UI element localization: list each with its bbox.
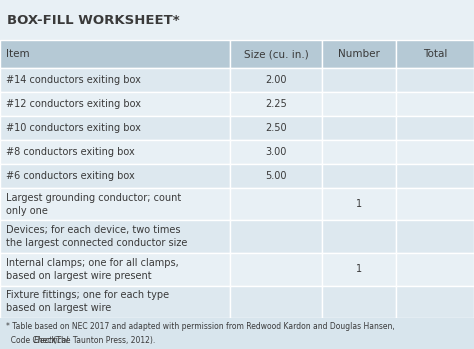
Bar [396,68,474,92]
Bar [322,116,396,140]
Text: 2.50: 2.50 [265,123,287,133]
Bar [396,140,474,164]
Bar [230,221,322,253]
Bar [0,253,230,285]
Bar [0,140,230,164]
Text: (The Taunton Press, 2012).: (The Taunton Press, 2012). [51,336,155,345]
Bar [396,188,474,221]
Bar [230,285,322,318]
Text: 2.25: 2.25 [265,99,287,109]
Text: Code Check:: Code Check: [6,336,61,345]
Bar [230,164,322,188]
Bar [230,253,322,285]
Text: #14 conductors exiting box: #14 conductors exiting box [6,75,141,85]
Text: Number: Number [338,49,380,59]
Text: #10 conductors exiting box: #10 conductors exiting box [6,123,141,133]
Bar [0,0,474,40]
Bar [0,188,230,221]
Bar [396,221,474,253]
Bar [396,253,474,285]
Text: #8 conductors exiting box: #8 conductors exiting box [6,147,135,157]
Bar [0,116,230,140]
Bar [322,188,396,221]
Bar [322,92,396,116]
Text: Devices; for each device, two times
the largest connected conductor size: Devices; for each device, two times the … [6,225,187,248]
Bar [396,116,474,140]
Text: 2.00: 2.00 [265,75,287,85]
Bar [0,221,230,253]
Bar [230,68,322,92]
Text: * Table based on NEC 2017 and adapted with permission from Redwood Kardon and Do: * Table based on NEC 2017 and adapted wi… [6,322,394,331]
Bar [0,40,230,68]
Bar [322,140,396,164]
Bar [230,92,322,116]
Bar [0,285,230,318]
Bar [396,40,474,68]
Bar [0,68,230,92]
Bar [322,164,396,188]
Text: Internal clamps; one for all clamps,
based on largest wire present: Internal clamps; one for all clamps, bas… [6,258,178,281]
Bar [0,318,474,349]
Bar [322,221,396,253]
Text: Fixture fittings; one for each type
based on largest wire: Fixture fittings; one for each type base… [6,290,169,313]
Bar [322,253,396,285]
Bar [322,68,396,92]
Text: Largest grounding conductor; count
only one: Largest grounding conductor; count only … [6,193,181,216]
Text: 3.00: 3.00 [265,147,287,157]
Bar [230,116,322,140]
Bar [0,164,230,188]
Text: Total: Total [423,49,447,59]
Text: Size (cu. in.): Size (cu. in.) [244,49,309,59]
Bar [230,40,322,68]
Bar [396,164,474,188]
Text: 5.00: 5.00 [265,171,287,181]
Bar [0,92,230,116]
Text: #6 conductors exiting box: #6 conductors exiting box [6,171,135,181]
Bar [396,285,474,318]
Bar [230,188,322,221]
Bar [322,285,396,318]
Text: Item: Item [6,49,29,59]
Text: 1: 1 [356,199,362,209]
Bar [230,140,322,164]
Text: #12 conductors exiting box: #12 conductors exiting box [6,99,141,109]
Bar [396,92,474,116]
Text: Electrical: Electrical [34,336,69,345]
Bar [322,40,396,68]
Text: BOX-FILL WORKSHEET*: BOX-FILL WORKSHEET* [7,14,180,27]
Text: 1: 1 [356,264,362,274]
